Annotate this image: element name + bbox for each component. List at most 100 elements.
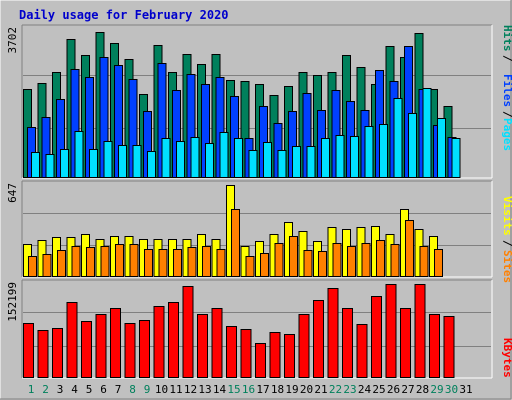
max-value-label: 647 <box>6 183 19 203</box>
bar-sites-day-13 <box>202 246 211 277</box>
bar-sites-day-18 <box>274 243 284 277</box>
day-labels: 1 2 3 4 5 6 7 8 9 10 11 12 13 14 15 16 17 18 19 20 21 22 23 24 2… <box>28 383 473 396</box>
bar-kbytes-day-3 <box>52 328 63 378</box>
day-label-5: 5 <box>86 383 93 396</box>
day-label-28: 28 <box>416 383 429 396</box>
bar-pages-day-18 <box>277 150 287 178</box>
day-label-18: 18 <box>271 383 284 396</box>
bar-pages-day-23 <box>350 136 359 178</box>
day-label-15: 15 <box>227 383 240 396</box>
bar-sites-day-23 <box>347 246 356 277</box>
bar-pages-day-11 <box>176 141 185 178</box>
bar-pages-day-15 <box>234 138 243 178</box>
bar-sites-day-2 <box>42 254 52 277</box>
day-label-11: 11 <box>169 383 182 396</box>
day-label-7: 7 <box>115 383 122 396</box>
bar-pages-day-30 <box>451 138 461 178</box>
day-label-1: 1 <box>28 383 35 396</box>
bar-sites-day-20 <box>303 250 313 277</box>
max-value-label: 3702 <box>6 27 19 54</box>
bar-pages-day-19 <box>292 146 301 178</box>
bar-sites-day-15 <box>231 209 240 277</box>
day-label-27: 27 <box>401 383 414 396</box>
bar-kbytes-day-19 <box>284 334 295 378</box>
bar-kbytes-day-15 <box>226 326 237 378</box>
day-label-25: 25 <box>372 383 385 396</box>
bar-pages-day-8 <box>132 145 142 178</box>
day-label-19: 19 <box>285 383 298 396</box>
bar-sites-day-27 <box>405 220 414 277</box>
legend-files: Files <box>501 74 512 107</box>
panel-kbytes: 152199 KBytes <box>6 279 512 379</box>
bar-kbytes-day-10 <box>153 306 165 378</box>
bar-kbytes-day-8 <box>124 323 136 378</box>
legend-sites: Sites <box>501 250 512 283</box>
legend-separator: / <box>501 111 512 118</box>
legend-hits: Hits <box>501 25 512 52</box>
bar-pages-day-27 <box>408 113 417 178</box>
day-label-12: 12 <box>184 383 197 396</box>
bar-pages-day-2 <box>45 154 55 178</box>
bar-kbytes-day-9 <box>139 320 150 378</box>
bar-pages-day-1 <box>31 152 40 178</box>
bar-kbytes-day-14 <box>211 308 223 378</box>
bar-pages-day-20 <box>306 146 316 178</box>
bar-pages-day-13 <box>205 143 214 178</box>
bar-kbytes-day-17 <box>255 343 266 378</box>
bar-kbytes-day-13 <box>197 314 208 378</box>
bar-pages-day-24 <box>364 126 374 178</box>
bar-kbytes-day-2 <box>37 330 49 378</box>
day-label-23: 23 <box>343 383 356 396</box>
bar-pages-day-14 <box>219 132 229 178</box>
bar-kbytes-day-29 <box>429 314 440 378</box>
bar-kbytes-day-16 <box>240 329 252 378</box>
bar-sites-day-7 <box>115 244 124 277</box>
bar-sites-day-19 <box>289 236 298 277</box>
day-label-24: 24 <box>358 383 372 396</box>
bar-pages-day-5 <box>89 149 98 178</box>
day-label-21: 21 <box>314 383 327 396</box>
bar-pages-day-7 <box>118 145 127 178</box>
day-label-14: 14 <box>213 383 227 396</box>
bar-sites-day-5 <box>86 247 95 277</box>
chart-title: Daily usage for February 2020 <box>19 8 229 22</box>
bar-kbytes-day-25 <box>371 296 382 378</box>
panel-visits-sites: 647 Visits / Sites <box>6 180 512 283</box>
bar-pages-day-4 <box>74 131 84 178</box>
bar-sites-day-14 <box>216 249 226 277</box>
bar-kbytes-day-30 <box>443 316 455 378</box>
bar-kbytes-day-5 <box>81 321 92 378</box>
day-label-8: 8 <box>129 383 136 396</box>
bar-pages-day-22 <box>335 135 345 178</box>
bar-sites-day-4 <box>71 246 81 277</box>
bar-sites-day-21 <box>318 251 327 277</box>
bar-pages-day-17 <box>263 142 272 178</box>
bar-sites-day-25 <box>376 240 385 277</box>
day-label-22: 22 <box>329 383 342 396</box>
bar-pages-day-9 <box>147 151 156 178</box>
day-label-17: 17 <box>256 383 269 396</box>
legend-pages: Pages <box>501 118 512 151</box>
bar-pages-day-28 <box>422 88 432 178</box>
bar-pages-day-26 <box>393 98 403 178</box>
bar-sites-day-9 <box>144 249 153 277</box>
bar-kbytes-day-28 <box>414 284 426 378</box>
bar-kbytes-day-12 <box>182 286 194 378</box>
bar-kbytes-day-20 <box>298 314 310 378</box>
bar-sites-day-16 <box>245 256 255 277</box>
bar-pages-day-12 <box>190 137 200 178</box>
bar-sites-day-12 <box>187 247 197 277</box>
bar-pages-day-25 <box>379 124 388 178</box>
day-label-30: 30 <box>445 383 458 396</box>
bar-pages-day-16 <box>248 150 258 178</box>
bar-kbytes-day-26 <box>385 284 397 378</box>
bar-pages-day-29 <box>437 118 446 178</box>
bar-kbytes-day-1 <box>23 323 34 378</box>
bar-sites-day-24 <box>361 243 371 277</box>
panels: 3702Hits/Files/Pages647Visits/Sites15219… <box>6 24 512 379</box>
bar-sites-day-29 <box>434 249 443 277</box>
bar-sites-day-17 <box>260 253 269 277</box>
bar-pages-day-10 <box>161 138 171 178</box>
bar-sites-day-22 <box>332 243 342 277</box>
